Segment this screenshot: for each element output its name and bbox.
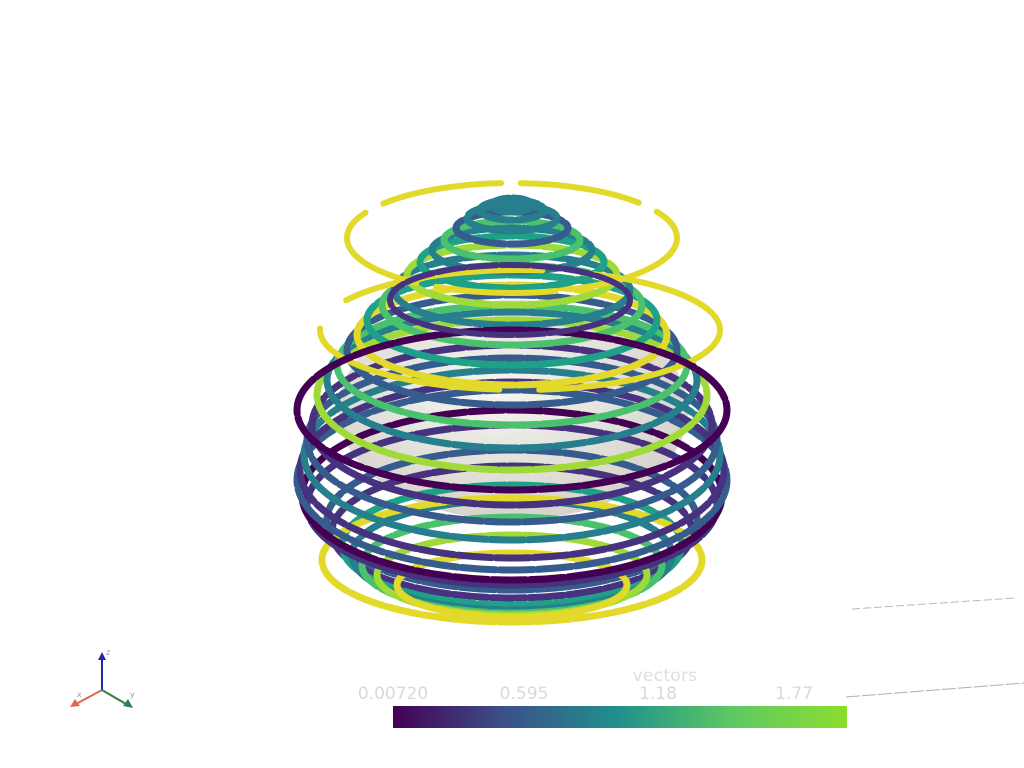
z-axis-label: z: [106, 648, 110, 657]
scalar-bar-colorbar[interactable]: [393, 706, 847, 728]
streamline-ring: [353, 281, 671, 389]
streamline-ring: [313, 316, 711, 474]
scalar-bar-tick-label: 1.18: [639, 684, 677, 704]
scalar-bar-tick-label: 0.00720: [357, 684, 429, 704]
y-axis-label: y: [130, 690, 135, 699]
x-axis-label: x: [77, 690, 82, 699]
floor-edge-line: [845, 682, 1024, 698]
streamline-ring: [317, 267, 723, 393]
scalar-bar-tick-label: 1.77: [775, 684, 813, 704]
orientation-axes[interactable]: z x y: [60, 646, 150, 716]
scalar-bar-tick-label: 0.595: [499, 684, 549, 704]
streamline-ring: [393, 549, 631, 621]
streamline-ring: [387, 262, 633, 338]
streamline-ring: [293, 386, 731, 574]
streamlines: [293, 180, 731, 626]
streamline-ring: [323, 308, 701, 452]
streamline-ring: [488, 194, 536, 216]
streamline-ring: [318, 494, 706, 626]
streamline-ring: [463, 201, 561, 235]
streamline-ring: [303, 354, 721, 526]
scalar-bar-title: vectors: [632, 666, 698, 686]
streamline-ring: [300, 366, 724, 544]
streamline-ring: [416, 232, 608, 292]
floor-edge-line: [851, 597, 1016, 610]
streamline-ring: [293, 326, 731, 494]
streamline-ring: [344, 180, 680, 296]
